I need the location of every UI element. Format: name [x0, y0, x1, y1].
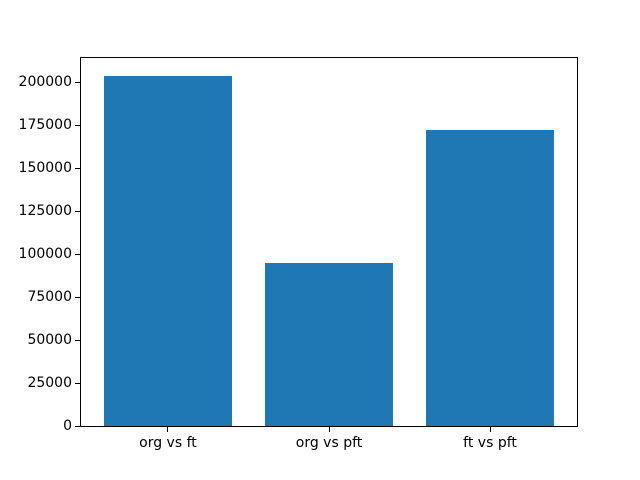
y-tick-label: 0: [63, 418, 72, 434]
y-tick-label: 75000: [27, 289, 72, 306]
y-axis-tick: [75, 253, 80, 255]
y-tick-label: 150000: [18, 160, 72, 177]
bar-ft-vs-pft: [425, 129, 555, 426]
y-tick-label: 200000: [18, 74, 72, 91]
y-axis-tick: [75, 124, 80, 126]
y-axis-tick: [75, 296, 80, 298]
y-axis-tick: [75, 210, 80, 212]
y-tick-label: 125000: [18, 203, 72, 220]
y-axis-tick: [75, 339, 80, 341]
y-tick-label: 100000: [18, 246, 72, 263]
y-axis-tick: [75, 167, 80, 169]
bar-org-vs-ft: [103, 75, 233, 426]
y-tick-label: 175000: [18, 117, 72, 134]
y-tick-label: 50000: [27, 332, 72, 349]
x-axis-tick: [167, 427, 169, 432]
x-axis-tick: [489, 427, 491, 432]
y-tick-label: 25000: [27, 375, 72, 392]
plot-area: 0 25000 50000 75000 100000 125000 150000 175000…: [19, 57, 578, 451]
x-tick-label: ft vs pft: [463, 435, 517, 451]
y-axis-tick: [75, 382, 80, 384]
y-axis-tick: [75, 425, 80, 427]
bar-org-vs-pft: [264, 262, 394, 426]
x-axis-tick: [328, 427, 330, 432]
x-tick-label: org vs ft: [139, 435, 197, 451]
x-tick-label: org vs pft: [295, 435, 363, 451]
y-axis-tick: [75, 81, 80, 83]
